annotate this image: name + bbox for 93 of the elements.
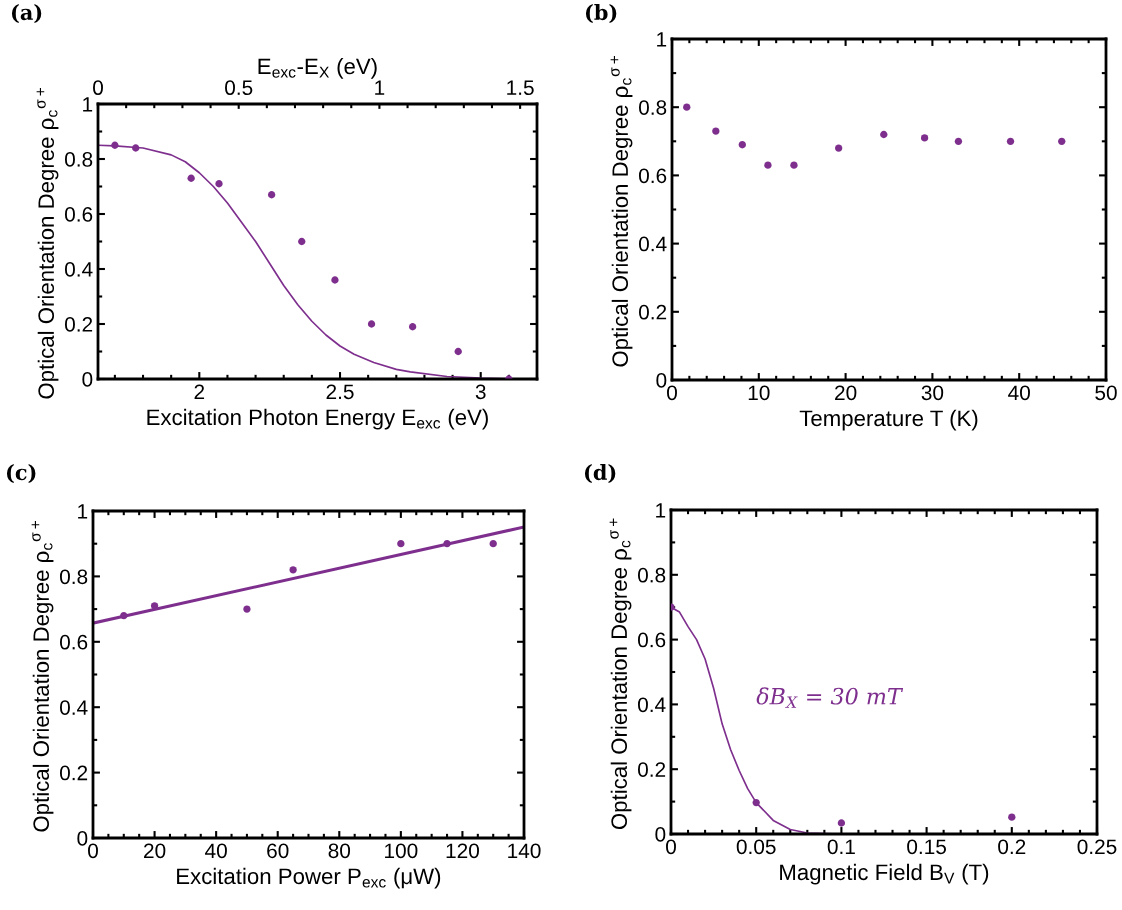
y-tick-label: 0.8 bbox=[637, 567, 666, 583]
y-tick-label: 0.6 bbox=[637, 632, 666, 648]
y-tick-label: 0.4 bbox=[64, 262, 93, 277]
y-axis-title: Optical Orientation Degree ρ$_{c}$$^{σ+}$ bbox=[31, 520, 54, 832]
x-tick-label: 140 bbox=[508, 843, 541, 859]
y-tick-label: 0.8 bbox=[64, 152, 93, 167]
y-tick-label: 0.2 bbox=[638, 304, 667, 320]
y-tick-label: 1 bbox=[656, 503, 666, 518]
y-tick-label: 0 bbox=[82, 372, 93, 387]
x-tick-label: 40 bbox=[1008, 385, 1030, 401]
point bbox=[408, 323, 417, 331]
x-tick-label: 60 bbox=[267, 843, 289, 859]
chart-title: (b) bbox=[585, 4, 617, 24]
y-tick-label: 0.8 bbox=[638, 100, 667, 115]
point bbox=[790, 161, 798, 169]
x-axis-title: Magnetic Field B$_{V}$ (T) bbox=[780, 863, 989, 885]
x-tick-label: 2 bbox=[194, 384, 205, 399]
y-axis-title: Optical Orientation Degree ρ$_{c}$$^{σ+}$ bbox=[609, 518, 632, 830]
x-tick-label: 0.2 bbox=[998, 839, 1026, 855]
point bbox=[1058, 137, 1066, 145]
point bbox=[683, 103, 691, 111]
x-tick-label: 0.15 bbox=[907, 839, 946, 855]
x2-axis-title: E$_{exc}$-E$_{X}$ (eV) bbox=[258, 57, 377, 79]
point bbox=[120, 611, 128, 620]
x-tick-label: 30 bbox=[921, 385, 944, 401]
y-tick-label: 0.2 bbox=[637, 762, 666, 777]
chart-title: (a) bbox=[11, 4, 42, 24]
point bbox=[289, 566, 297, 574]
point bbox=[454, 347, 462, 356]
y-axis-title: Optical Orientation Degree ρ$_{c}$$^{σ+}$ bbox=[610, 55, 633, 367]
y-tick-label: 0.2 bbox=[64, 317, 93, 332]
point bbox=[738, 141, 746, 149]
x-axis-title: Excitation Power P$_{exc}$ (μW) bbox=[177, 867, 441, 889]
point bbox=[954, 137, 963, 145]
point bbox=[1006, 137, 1015, 145]
x-tick-label: 80 bbox=[328, 843, 351, 859]
point bbox=[712, 127, 720, 135]
x-tick-label: 0.1 bbox=[827, 839, 855, 855]
point bbox=[834, 144, 843, 152]
y-tick-label: 0.4 bbox=[637, 697, 666, 713]
x-tick-label: 0.05 bbox=[736, 839, 776, 855]
point bbox=[215, 180, 223, 188]
point bbox=[331, 276, 339, 284]
point bbox=[397, 540, 405, 548]
x-tick-label: 120 bbox=[446, 843, 479, 859]
y-tick-label: 0.8 bbox=[59, 569, 88, 585]
chart-title: (d) bbox=[584, 464, 616, 484]
x-tick-label: 3 bbox=[475, 384, 486, 400]
point bbox=[443, 540, 451, 548]
y-tick-label: 0.6 bbox=[638, 168, 667, 184]
x-tick-label: 2.5 bbox=[326, 384, 354, 400]
point bbox=[367, 320, 376, 328]
point bbox=[150, 602, 159, 610]
point bbox=[187, 174, 195, 182]
x-tick-label: 50 bbox=[1095, 385, 1117, 401]
x2-tick-label: 0.5 bbox=[225, 80, 253, 96]
y-tick-label: 0.2 bbox=[59, 765, 88, 781]
point bbox=[1008, 813, 1016, 821]
point bbox=[243, 605, 251, 613]
x-tick-label: 0 bbox=[667, 385, 677, 401]
x-tick-label: 100 bbox=[385, 843, 418, 859]
y-tick-label: 0 bbox=[655, 827, 666, 842]
point bbox=[752, 798, 760, 807]
y-tick-label: 0 bbox=[656, 373, 667, 388]
x-tick-label: 10 bbox=[748, 385, 770, 401]
y-tick-label: 0.6 bbox=[64, 207, 93, 222]
point bbox=[837, 819, 846, 827]
chart-title: (c) bbox=[6, 464, 36, 484]
x-tick-label: 20 bbox=[835, 385, 857, 401]
x2-tick-label: 1.5 bbox=[507, 80, 534, 96]
x2-tick-label: 1 bbox=[375, 80, 385, 95]
x-tick-label: 40 bbox=[205, 843, 227, 859]
y-tick-label: 1 bbox=[78, 504, 88, 519]
x-axis-title: Excitation Photon Energy E$_{exc}$ (eV) bbox=[147, 408, 488, 430]
point bbox=[267, 191, 276, 199]
point bbox=[111, 141, 119, 149]
x-tick-label: 20 bbox=[144, 843, 166, 859]
y-tick-label: 0.4 bbox=[638, 236, 667, 252]
annotation: δB$_{X}$ = 30 mT bbox=[756, 687, 904, 708]
point bbox=[489, 540, 497, 548]
x-tick-label: 0.25 bbox=[1077, 839, 1117, 855]
y-axis-title: Optical Orientation Degree ρ$_{c}$$^{σ+}$ bbox=[36, 87, 59, 399]
point bbox=[880, 130, 888, 139]
y-tick-label: 1 bbox=[657, 32, 667, 47]
point bbox=[132, 144, 140, 152]
point bbox=[920, 134, 929, 142]
y-tick-label: 0.4 bbox=[59, 700, 88, 715]
x-axis-title: Temperature T (K) bbox=[799, 409, 978, 431]
point bbox=[764, 161, 772, 169]
point bbox=[298, 237, 306, 246]
y-tick-label: 1 bbox=[83, 97, 93, 112]
x2-tick-label: 0 bbox=[93, 80, 103, 96]
y-tick-label: 0.6 bbox=[59, 634, 88, 650]
